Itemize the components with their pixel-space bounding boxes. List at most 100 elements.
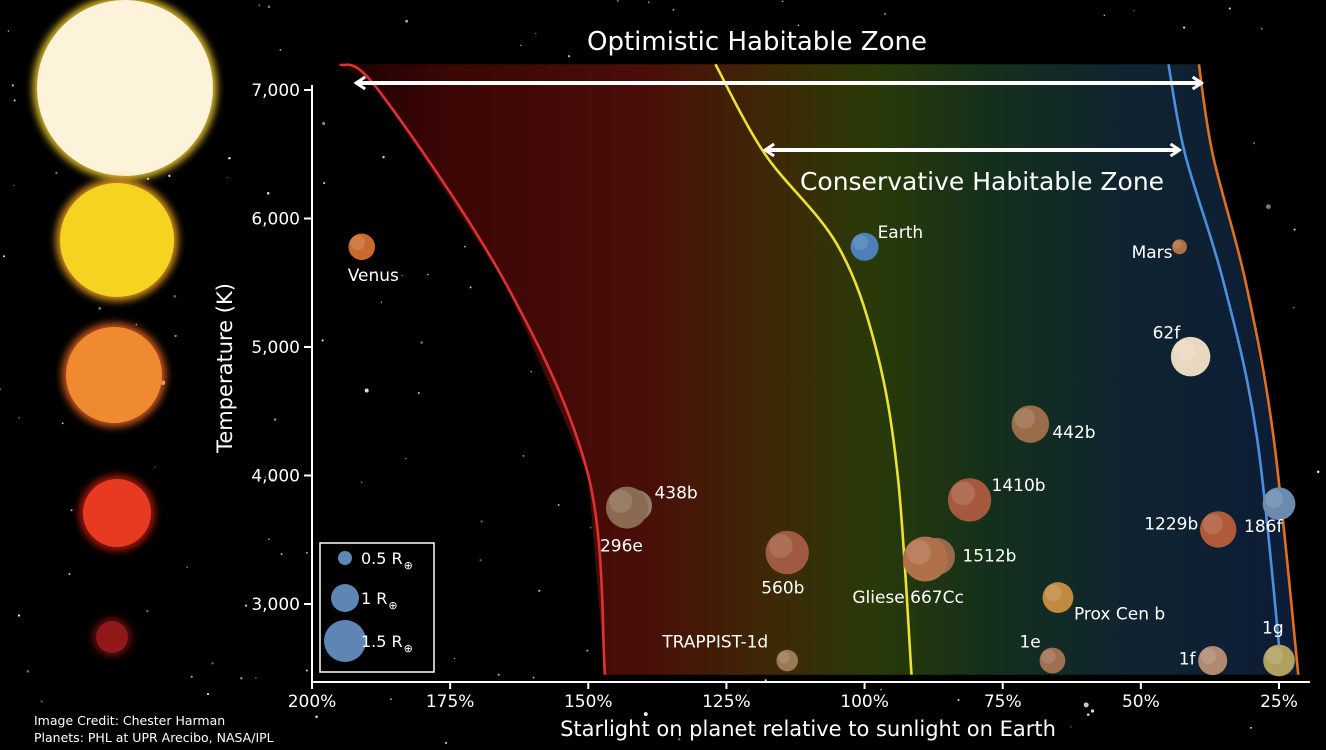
legend-label: 1.5 R [361,632,403,651]
x-tick-label: 150% [564,692,613,712]
planet-highlight [1173,240,1182,249]
planet-highlight [852,234,869,251]
background-star [190,675,193,678]
background-star [267,5,271,8]
background-star [390,698,392,701]
background-star [453,657,456,660]
background-star [1090,709,1095,713]
habitable-zone-shading [339,64,1299,675]
background-star [135,323,138,326]
planet-label: Venus [348,266,399,286]
legend-planet-swatch [324,620,366,662]
background-star [13,99,16,102]
background-star [401,275,403,277]
background-star [883,12,887,16]
planet-highlight [1014,408,1036,429]
background-star [13,184,15,186]
background-star [61,422,64,425]
background-star [266,192,270,195]
background-star [557,503,560,507]
background-star [427,273,429,276]
background-star [405,19,408,23]
planet-label: 1512b [962,546,1016,566]
background-star [280,553,283,556]
background-star [68,573,71,575]
chart-axes: 3,000 4,000 5,000 6,000 7,000 200% 175% 150% 125… [213,81,1310,741]
planet-highlight [1041,649,1056,664]
background-star [781,0,784,3]
x-tick-label: 25% [1260,692,1298,712]
background-star [643,712,648,717]
background-star [18,416,21,419]
background-star [244,604,248,607]
planet-highlight [768,534,793,559]
background-star [616,0,619,2]
background-star [469,286,472,289]
background-star [305,551,308,554]
planet-Prox-Cen-b [1042,582,1074,613]
planet-1g [1263,644,1295,677]
background-star [463,245,466,248]
background-star [587,723,590,726]
planet-186f [1262,487,1296,521]
y-tick-label: 3,000 [251,595,300,615]
planet-1e [1039,647,1066,674]
background-star [497,673,500,676]
planet-label: Gliese 667Cc [852,588,963,608]
background-star [538,589,541,592]
background-star [279,49,282,51]
background-star [957,698,960,702]
background-star [321,339,324,342]
image-credit: Image Credit: Chester Harman [34,713,226,728]
star-red [83,479,151,547]
planet-label: 1410b [992,476,1046,496]
background-star [730,698,733,701]
background-star [1265,204,1271,210]
planet-label: Prox Cen b [1074,605,1165,625]
background-star [797,24,800,27]
background-star [267,538,270,541]
y-tick-label: 7,000 [251,81,300,101]
background-star [480,520,483,523]
planet-highlight [1265,647,1283,665]
background-star [417,391,420,395]
planet-1229b [1200,511,1237,548]
planet-label: TRAPPIST-1d [661,633,768,653]
background-star [273,418,277,421]
background-star [264,476,267,479]
background-star [589,526,592,529]
background-star [1086,713,1090,716]
planet-highlight [1173,339,1196,362]
legend-label: 1 R [361,589,387,608]
background-star [11,84,14,87]
planet-442b [1011,405,1050,443]
planet-Mars [1172,239,1187,255]
background-star [832,38,834,41]
background-star [55,171,58,175]
y-tick-label: 4,000 [251,467,300,487]
zone-label: Optimistic Habitable Zone [587,27,927,57]
planet-highlight [1200,648,1217,665]
background-star [26,670,30,673]
star-dark-red [96,621,128,653]
boundary-early-mars [1197,64,1300,675]
background-star [522,455,525,457]
background-star [479,559,482,562]
background-star [174,334,177,338]
planet-Gliese-667Cc [902,536,948,582]
background-star [98,307,102,310]
background-star [168,174,171,178]
background-star [1083,702,1089,708]
x-tick-label: 175% [426,692,475,712]
planet-Venus [348,233,376,261]
background-star [405,457,407,460]
background-star [315,715,318,718]
planet-highlight [1202,514,1223,535]
background-star [880,688,882,691]
planet-label: 296e [600,537,643,557]
boundary-maximum-greenhouse [1167,64,1284,675]
planet-label: 560b [761,579,804,599]
planet-62f [1170,336,1211,377]
background-star [211,662,214,665]
